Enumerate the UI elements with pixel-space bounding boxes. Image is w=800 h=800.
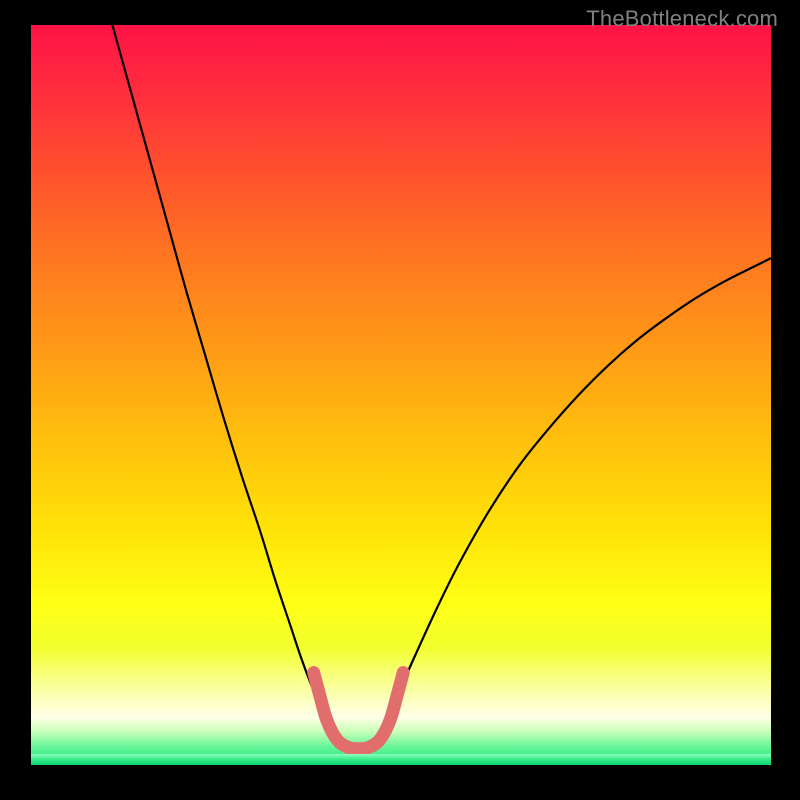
watermark-text: TheBottleneck.com xyxy=(586,6,778,32)
curves-layer xyxy=(0,0,800,800)
bottom-green-strip xyxy=(31,754,771,765)
curve-left xyxy=(112,25,323,713)
curve-thick-u xyxy=(314,673,404,749)
curve-right xyxy=(390,258,771,713)
